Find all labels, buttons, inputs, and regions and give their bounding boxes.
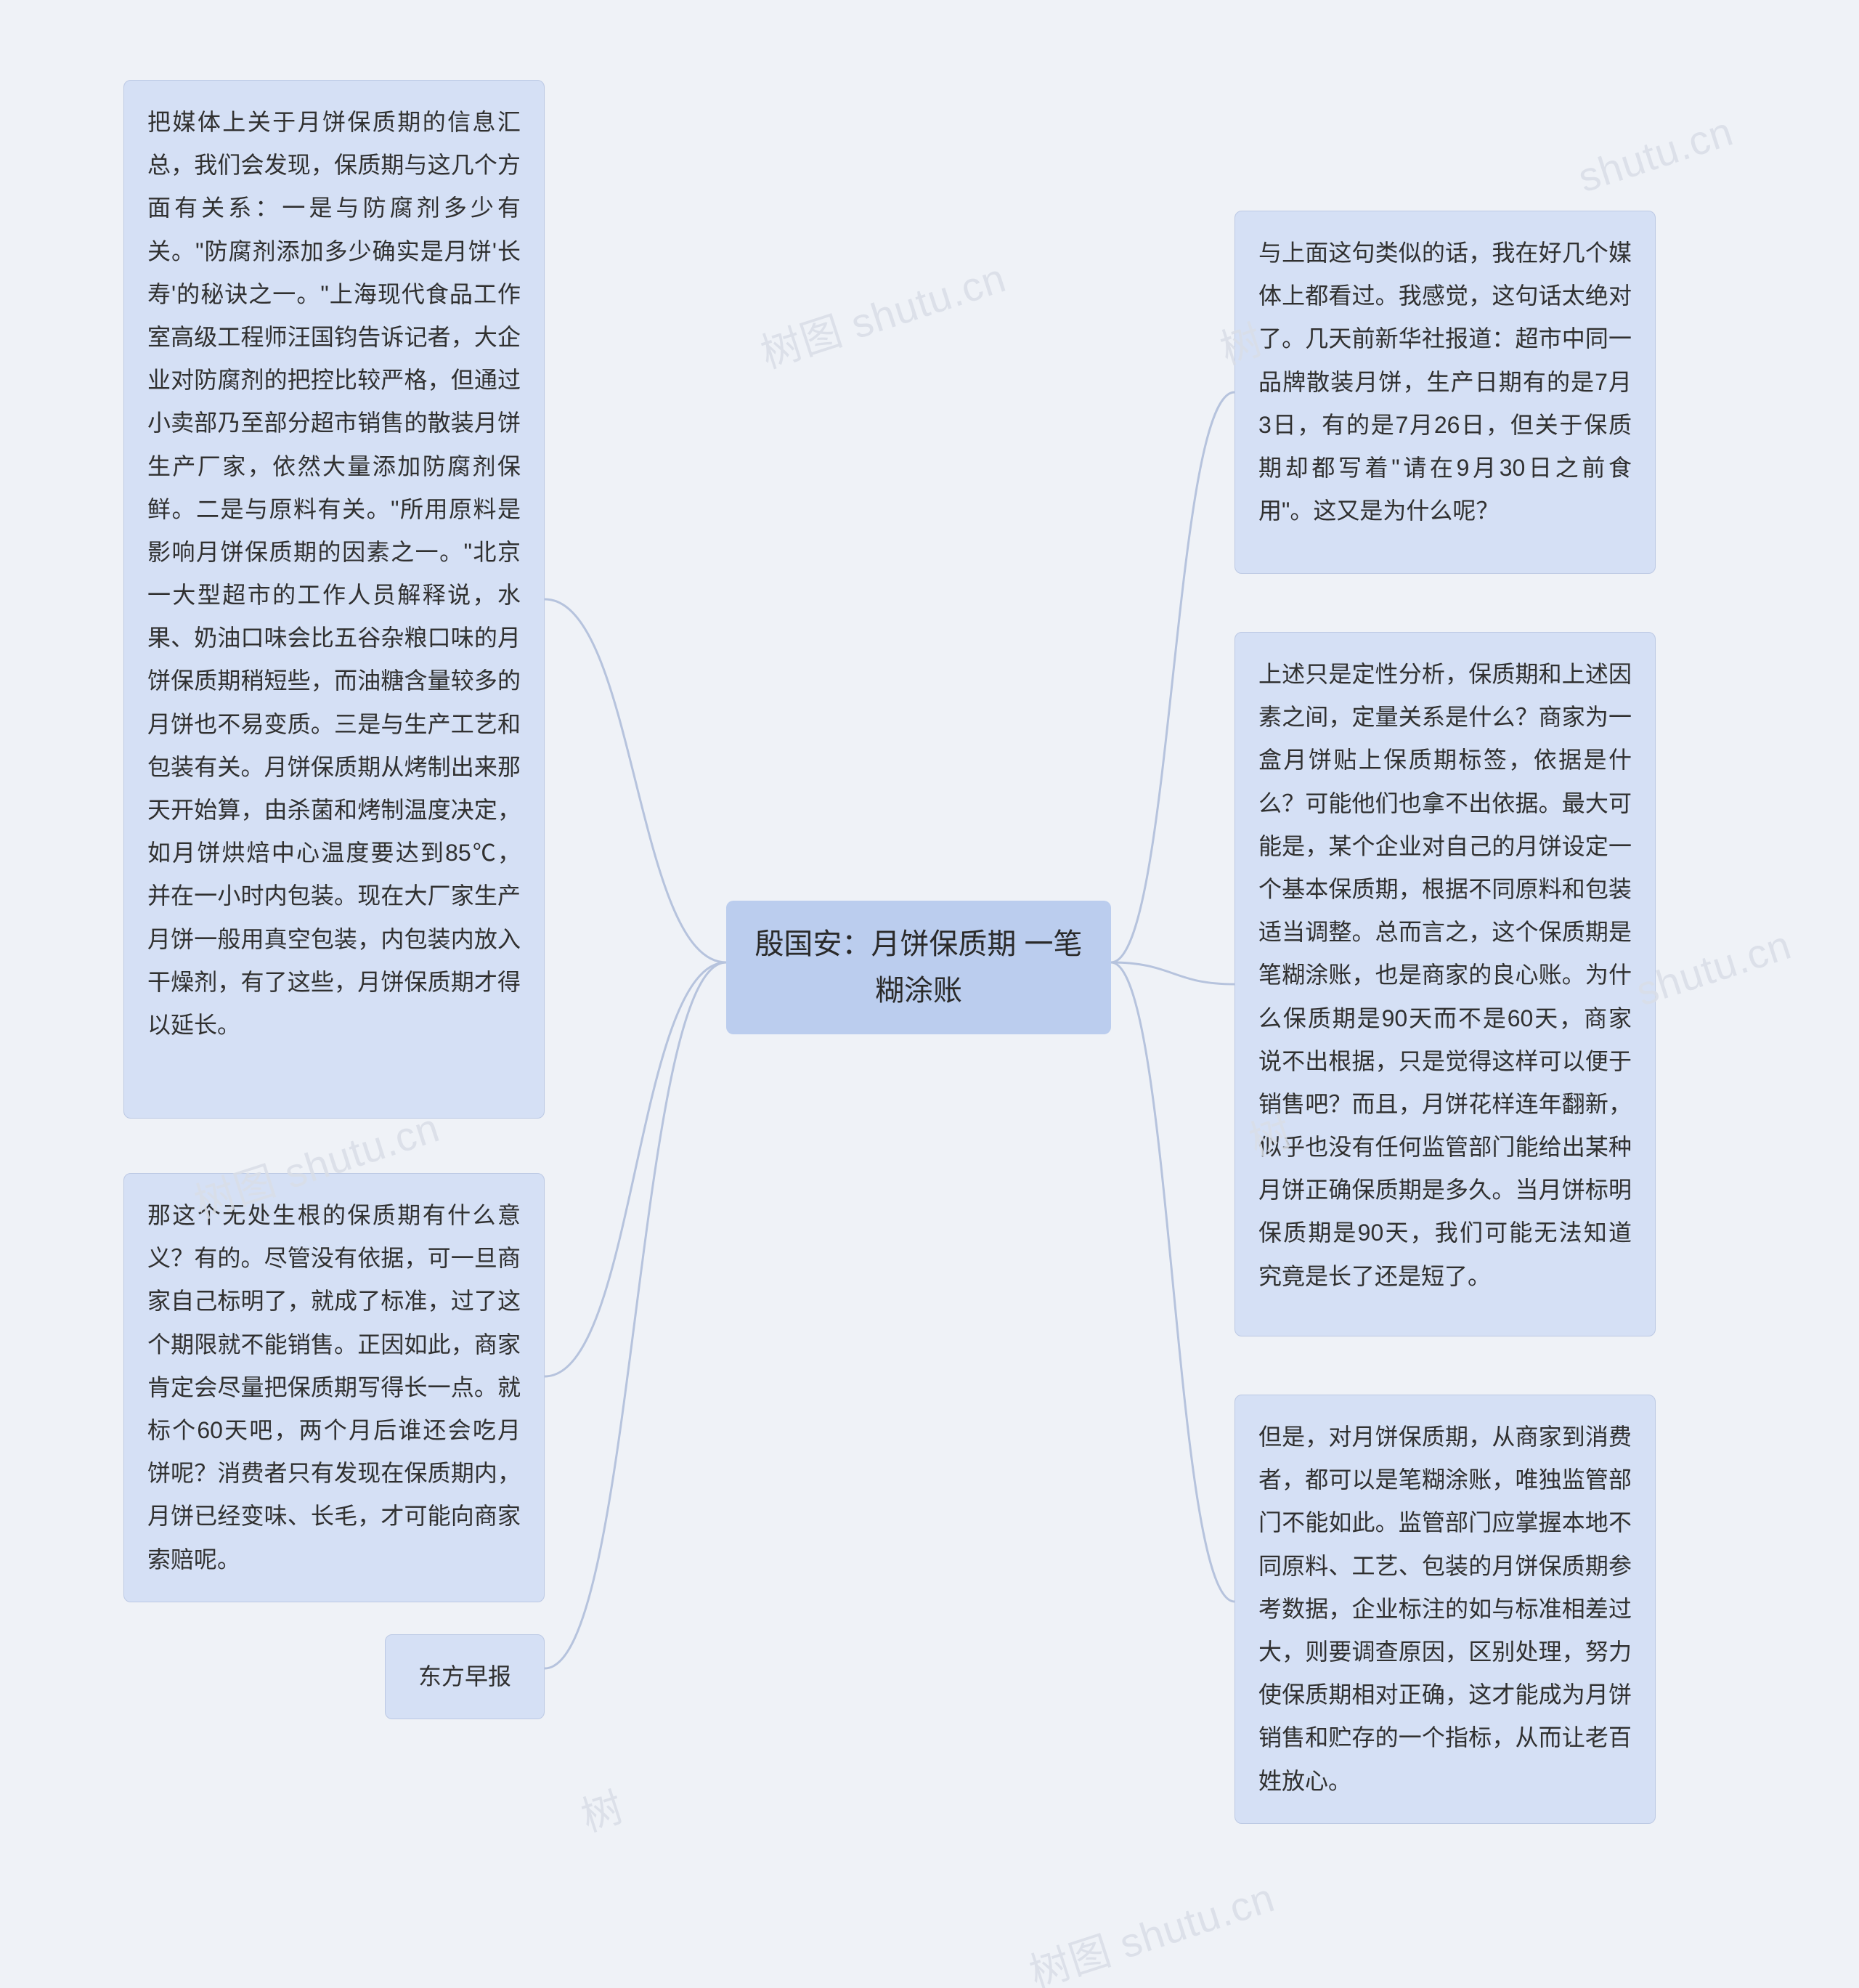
connector — [545, 962, 726, 1376]
connector — [545, 962, 726, 1668]
watermark: 树图 shutu.cn — [1021, 1865, 1281, 1988]
root-node[interactable]: 殷国安：月饼保质期 一笔糊涂账 — [726, 901, 1111, 1034]
left-node-l3[interactable]: 东方早报 — [385, 1634, 545, 1719]
right-node-r3[interactable]: 但是，对月饼保质期，从商家到消费者，都可以是笔糊涂账，唯独监管部门不能如此。监管… — [1234, 1395, 1656, 1824]
right-node-r1[interactable]: 与上面这句类似的话，我在好几个媒体上都看过。我感觉，这句话太绝对了。几天前新华社… — [1234, 211, 1656, 574]
connector — [545, 599, 726, 962]
connector — [1111, 392, 1234, 962]
watermark: shutu.cn — [1572, 107, 1738, 202]
mindmap-canvas: 殷国安：月饼保质期 一笔糊涂账 把媒体上关于月饼保质期的信息汇总，我们会发现，保… — [0, 0, 1859, 1988]
watermark: 树图 shutu.cn — [752, 246, 1012, 380]
left-node-l1[interactable]: 把媒体上关于月饼保质期的信息汇总，我们会发现，保质期与这几个方面有关系：一是与防… — [123, 80, 545, 1119]
connector — [1111, 962, 1234, 1602]
watermark: 树 — [573, 1774, 630, 1843]
left-node-l2[interactable]: 那这个无处生根的保质期有什么意义？有的。尽管没有依据，可一旦商家自己标明了，就成… — [123, 1173, 545, 1602]
right-node-r2[interactable]: 上述只是定性分析，保质期和上述因素之间，定量关系是什么？商家为一盒月饼贴上保质期… — [1234, 632, 1656, 1336]
connector — [1111, 962, 1234, 984]
